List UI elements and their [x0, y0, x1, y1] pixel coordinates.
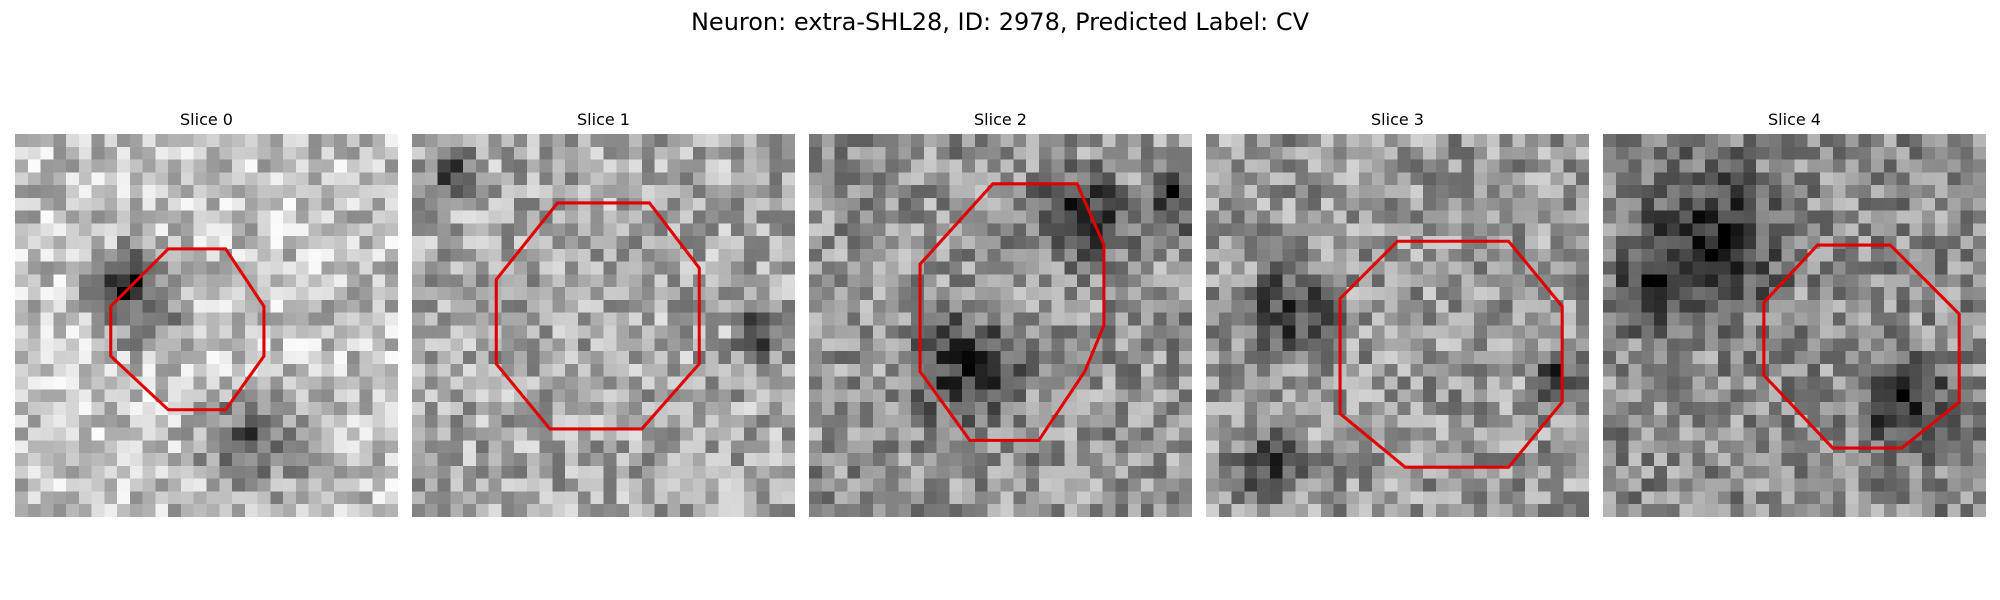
slice-title-0: Slice 0 — [180, 110, 233, 129]
slice-title-3: Slice 3 — [1371, 110, 1424, 129]
cell-outline-3 — [1338, 239, 1564, 469]
cell-outline-0 — [109, 247, 266, 412]
slice-image-3 — [1206, 134, 1589, 517]
slice-title-2: Slice 2 — [974, 110, 1027, 129]
slice-image-4 — [1603, 134, 1986, 517]
slice-image-2 — [809, 134, 1192, 517]
figure-title: Neuron: extra-SHL28, ID: 2978, Predicted… — [690, 8, 1310, 36]
slice-title-1: Slice 1 — [577, 110, 630, 129]
slice-image-0 — [15, 134, 398, 517]
cell-outline-1 — [494, 201, 701, 431]
cell-outline-2 — [918, 182, 1106, 442]
cell-outline-4 — [1762, 243, 1961, 450]
slice-title-4: Slice 4 — [1768, 110, 1821, 129]
slice-image-1 — [412, 134, 795, 517]
